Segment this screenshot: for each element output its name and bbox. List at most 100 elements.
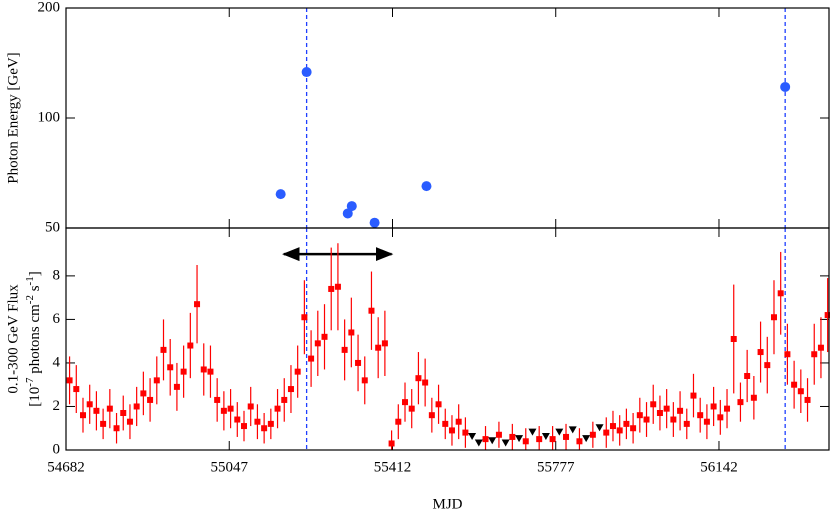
data-point [780,81,791,92]
data-point [66,377,73,384]
data-point [281,396,288,403]
data-point [791,381,798,388]
data-point [247,403,254,410]
data-point [140,390,147,397]
y-tick-label: 4 [53,354,61,370]
y-axis-label: 0.1-300 GeV Flux [5,284,21,394]
data-point [328,285,335,292]
data-point [355,359,362,366]
data-point [764,362,771,369]
data-point [784,351,791,358]
data-point [717,414,724,421]
y-tick-label: 6 [53,311,61,327]
data-point [462,429,469,436]
upper-limit [468,432,477,440]
upper-limit [555,428,564,436]
data-point [294,368,301,375]
plot-frame [65,227,830,451]
y-axis-label: Photon Energy [GeV] [5,52,21,183]
data-point [536,436,543,443]
x-tick-label: 54682 [47,459,85,475]
data-point [167,364,174,371]
y-tick-label: 100 [38,109,61,125]
data-point [120,410,127,416]
data-point [448,427,455,434]
data-point [690,392,697,399]
data-point [334,283,341,290]
data-point [220,407,227,414]
data-point [817,344,824,351]
data-point [234,416,241,423]
data-point [770,314,777,321]
data-point [549,436,556,443]
data-point [342,208,353,219]
upper-limit [474,439,483,447]
data-point [200,366,207,373]
data-point [388,440,395,447]
unit-part: s [27,285,43,295]
data-point [422,379,429,386]
data-point [375,344,382,351]
data-point [663,405,670,412]
data-point [227,405,234,412]
data-point [314,340,321,347]
data-point [301,67,312,78]
data-point [153,377,160,384]
data-point [126,418,133,425]
upper-limit [501,439,510,447]
unit-part: -7 [24,377,36,387]
data-point [415,375,422,382]
data-point [180,368,187,375]
upper-limit [595,424,604,432]
data-point [133,403,140,410]
data-point [73,386,80,393]
data-point [576,438,583,445]
x-tick-label: 56142 [700,459,738,475]
data-point [113,425,120,432]
data-point [750,394,757,401]
unit-part: photons cm [27,304,43,378]
data-point [435,401,442,408]
upper-limit [568,426,577,434]
y-tick-label: 2 [53,398,61,414]
data-point [656,410,663,416]
data-point [100,420,107,427]
y-tick-label: 200 [38,0,61,15]
unit-part: ] [27,271,43,276]
data-point [207,368,214,375]
data-point [274,405,281,412]
y-axis-unit: [10-7 photons cm-2 s-1] [24,271,44,406]
x-tick-label: 55047 [210,459,248,475]
data-point [402,399,409,406]
data-point [254,418,261,425]
data-point [86,401,93,408]
data-point [106,405,113,412]
data-point [482,436,489,443]
data-point [623,420,630,427]
data-point [287,386,294,393]
data-point [442,420,449,427]
data-point [697,412,704,419]
data-point [683,420,690,427]
data-point [93,407,100,414]
x-tick-label: 55777 [537,459,575,475]
data-point [603,429,610,436]
data-point [381,340,388,347]
upper-limit [488,437,497,445]
data-point [563,433,570,440]
data-point [636,412,643,419]
unit-part: -1 [24,276,36,285]
y-tick-label: 50 [45,219,60,235]
unit-part: [10 [27,387,43,407]
data-point [824,312,830,319]
x-tick-label: 55412 [374,459,412,475]
upper-limit [541,432,550,440]
data-point [348,329,355,336]
data-point [730,336,737,342]
data-point [630,425,637,432]
data-point [804,396,811,403]
data-point [261,425,268,432]
data-point [346,201,357,212]
data-point [643,416,650,423]
